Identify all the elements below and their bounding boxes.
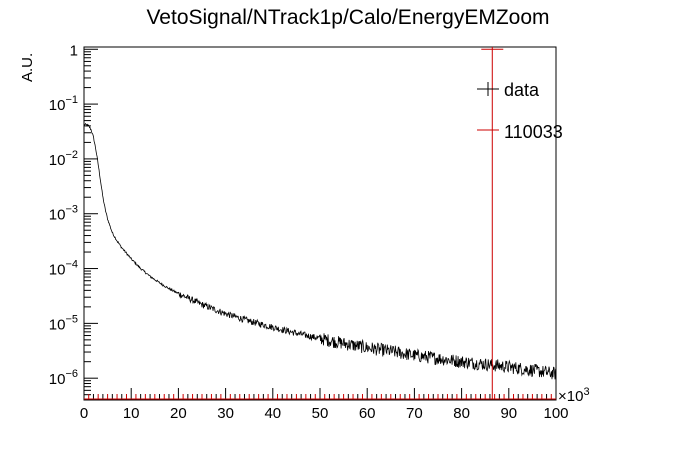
x-tick-label: 80 — [453, 405, 470, 422]
x-multiplier-label: ×103 — [558, 386, 590, 405]
x-tick-label: 50 — [312, 405, 329, 422]
legend-label-data: data — [504, 80, 540, 100]
plot-frame — [83, 46, 557, 401]
y-tick-label: 10−3 — [49, 204, 78, 224]
x-tick-label: 70 — [406, 405, 423, 422]
y-tick-label: 10−2 — [49, 149, 78, 169]
x-tick-label: 10 — [123, 405, 140, 422]
chart-title: VetoSignal/NTrack1p/Calo/EnergyEMZoom — [146, 6, 549, 29]
x-tick-label: 30 — [217, 405, 234, 422]
x-tick-label: 20 — [170, 405, 187, 422]
legend: data 110033 — [477, 80, 563, 142]
y-tick-label: 10−4 — [49, 259, 78, 279]
x-tick-label: 100 — [543, 405, 568, 422]
x-tick-label: 60 — [359, 405, 376, 422]
x-tick-label: 90 — [500, 405, 517, 422]
y-tick-label: 1 — [70, 42, 78, 59]
y-tick-label: 10−6 — [49, 368, 78, 388]
series-data-line — [83, 122, 557, 380]
y-tick-label: 10−5 — [49, 313, 78, 333]
chart-marks — [83, 47, 557, 400]
x-tick-label: 0 — [80, 405, 88, 422]
x-tick-label: 40 — [264, 405, 281, 422]
y-tick-label: 10−1 — [49, 94, 78, 114]
legend-label-110033: 110033 — [504, 122, 563, 142]
axis-ticks — [83, 48, 557, 400]
y-axis-label: A.U. — [19, 53, 36, 82]
axis-tick-labels: 0 10 20 30 40 50 60 70 80 90 100 1 10−1 10−2 10−3 10−4 1… — [49, 42, 569, 422]
